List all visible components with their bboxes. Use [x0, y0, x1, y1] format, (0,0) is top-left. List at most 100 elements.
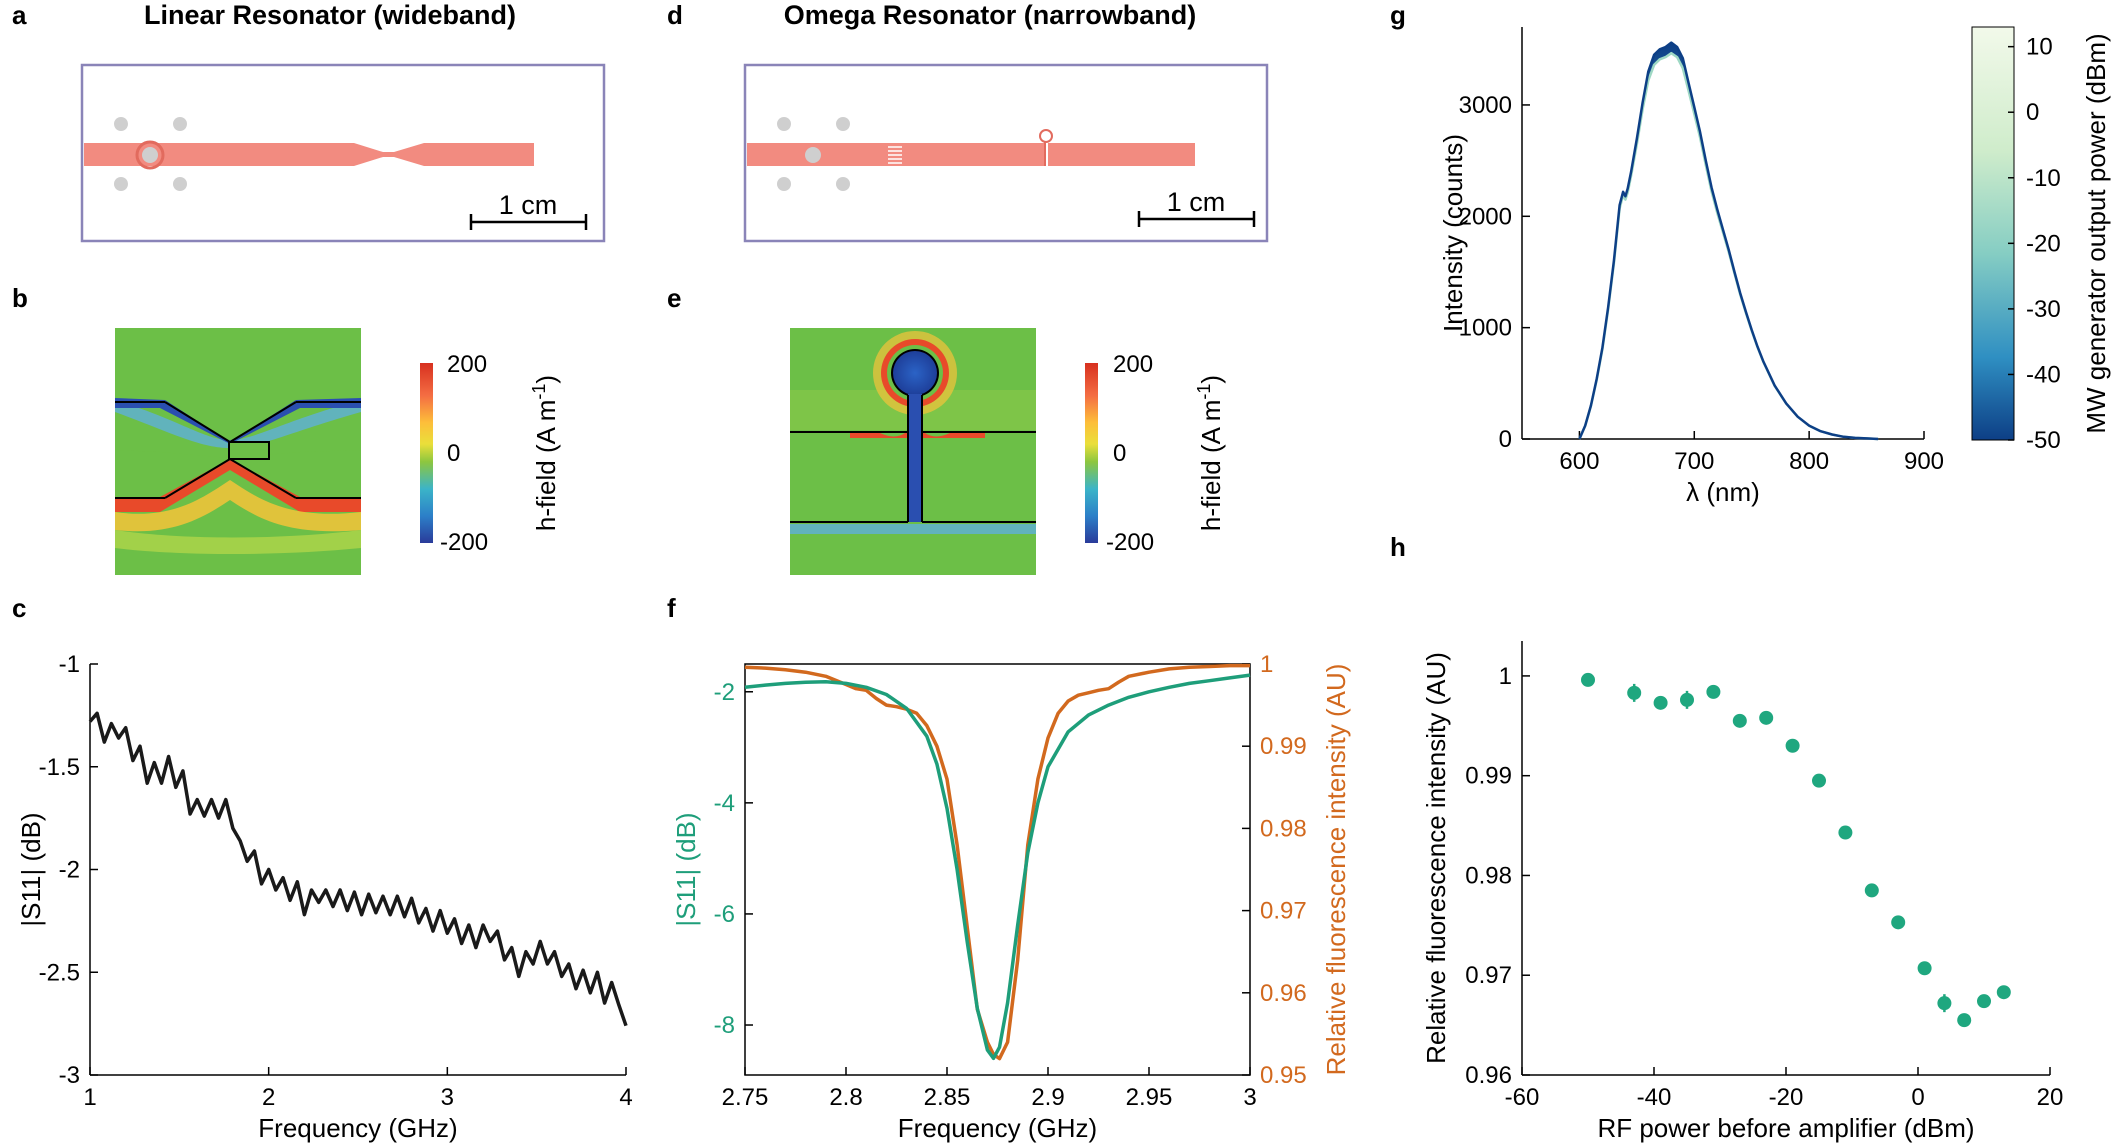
connector-ring	[135, 140, 165, 170]
colorbar-tick-label: 200	[447, 351, 487, 378]
scale-bar-label: 1 cm	[499, 190, 558, 220]
x-axis-label: λ (nm)	[1686, 477, 1760, 507]
colorbar-tick-label: -200	[1106, 529, 1154, 556]
x-tick-label: 1	[83, 1084, 96, 1111]
colorbar-gradient	[1971, 26, 2015, 441]
x-tick-label: -60	[1505, 1084, 1540, 1111]
connector-center	[805, 147, 821, 163]
spectrum-chart: 600 700 800 900 0 1000 2000 3000 λ (nm) Intensity…	[1438, 26, 2111, 507]
omega-resonator-strip	[747, 143, 1195, 166]
x-tick-label: -40	[1637, 1084, 1672, 1111]
y-right-tick-label: 0.98	[1260, 815, 1307, 842]
y-tick-label: 0	[1499, 426, 1512, 453]
colorbar-tick-label: -10	[2026, 165, 2061, 192]
panel-a-title: Linear Resonator (wideband)	[144, 0, 516, 30]
panel-e-label: e	[667, 283, 681, 313]
scale-bar: 1 cm	[469, 190, 588, 230]
panel-b-label: b	[12, 283, 28, 313]
x-tick-label: 20	[2037, 1084, 2064, 1111]
y-tick-label: -6	[714, 901, 735, 928]
data-point	[1891, 915, 1906, 930]
y-right-tick-label: 0.97	[1260, 898, 1307, 925]
right-axis: 0.95 0.96 0.97 0.98 0.99 1 Relative fluorescen…	[1242, 651, 1351, 1089]
panel-h: h -60 -40 -20 0 20 0.96 0.97 0.98 0.99 1 RF power …	[1390, 532, 2063, 1143]
connector-pin	[777, 177, 791, 191]
y-right-tick-label: 0.95	[1260, 1062, 1307, 1089]
panel-a-label: a	[12, 0, 27, 30]
data-point	[1706, 684, 1721, 699]
x-tick-label: 2.9	[1031, 1084, 1064, 1111]
colorbar-label: MW generator output power (dBm)	[2081, 33, 2111, 433]
omega-resonator-loop	[1039, 129, 1053, 166]
mw-power-colorbar: 10 0 -10 -20 -30 -40 -50 MW generator output po…	[1971, 26, 2111, 454]
data-point	[1627, 685, 1642, 700]
connector-pin	[114, 117, 128, 131]
colorbar-tick-label: 0	[2026, 99, 2039, 126]
panel-h-label: h	[1390, 532, 1406, 562]
y-tick-label: -1.5	[39, 754, 80, 781]
data-point	[1996, 985, 2011, 1000]
x-tick-label: 700	[1674, 448, 1714, 475]
x-axis-label: RF power before amplifier (dBm)	[1597, 1113, 1974, 1143]
colorbar-label: h-field (A m-1)	[529, 375, 561, 531]
data-point	[1812, 773, 1826, 788]
fluorescence-vs-power-chart: -60 -40 -20 0 20 0.96 0.97 0.98 0.99 1 RF power be…	[1421, 641, 2063, 1143]
panel-c-label: c	[12, 593, 26, 623]
panel-g-label: g	[1390, 0, 1406, 30]
scale-bar: 1 cm	[1137, 187, 1256, 227]
axes: 1 2 3 4 -3 -2.5 -2 -1.5 -1 Frequency (GHz) |S11| (…	[16, 651, 633, 1143]
connector-center	[142, 147, 158, 163]
fluorescence-series-line	[744, 663, 1250, 1061]
omega-field-map	[790, 328, 1036, 575]
colorbar-tick-label: -200	[440, 529, 488, 556]
x-tick-label: 900	[1904, 448, 1944, 475]
x-tick-label: 4	[619, 1084, 632, 1111]
data-point	[1957, 1013, 1972, 1028]
y-right-axis-label: Relative fluorescence intensity (AU)	[1321, 664, 1351, 1076]
x-tick-label: -20	[1769, 1084, 1804, 1111]
y-tick-label: 1	[1499, 663, 1512, 690]
panel-e: e 200 0 -200 h-field (A m-1)	[667, 283, 1226, 575]
y-right-tick-label: 1	[1260, 651, 1273, 678]
data-point	[1732, 713, 1747, 728]
y-axis-label: |S11| (dB)	[671, 812, 701, 926]
axes: 2.75 2.8 2.85 2.9 2.95 3 -8 -6 -4 -2 Frequency (GH…	[671, 663, 1257, 1143]
data-point	[1785, 738, 1800, 753]
y-tick-label: -2	[59, 857, 80, 884]
x-tick-label: 2.85	[924, 1084, 971, 1111]
colorbar-tick-label: 10	[2026, 34, 2053, 61]
y-tick-label: 0.98	[1465, 862, 1512, 889]
data-point	[1653, 695, 1668, 710]
y-tick-label: -8	[714, 1012, 735, 1039]
colorbar-tick-label: 0	[1113, 440, 1126, 467]
panel-g: g 600 700 800 900 0 1000 2000 3000 λ (nm) Intensi…	[1390, 0, 2111, 507]
linear-field-map	[115, 328, 361, 575]
y-tick-label: 0.99	[1465, 763, 1512, 790]
y-tick-label: -2	[714, 679, 735, 706]
panel-d-title: Omega Resonator (narrowband)	[784, 0, 1197, 30]
connector-pin	[114, 177, 128, 191]
colorbar-tick-label: -40	[2026, 361, 2061, 388]
x-tick-label: 3	[1243, 1084, 1256, 1111]
connector-pin	[836, 117, 850, 131]
y-tick-label: 2000	[1459, 203, 1512, 230]
y-tick-label: 0.97	[1465, 962, 1512, 989]
x-axis-label: Frequency (GHz)	[258, 1113, 457, 1143]
x-axis-label: Frequency (GHz)	[898, 1113, 1097, 1143]
data-point	[1838, 825, 1853, 840]
colorbar-label: h-field (A m-1)	[1194, 375, 1226, 531]
panel-d: d Omega Resonator (narrowband) 1 cm	[667, 0, 1269, 243]
connector-pin	[173, 117, 187, 131]
y-tick-label: -4	[714, 790, 735, 817]
y-right-tick-label: 0.96	[1260, 980, 1307, 1007]
y-tick-label: -2.5	[39, 959, 80, 986]
x-tick-label: 2.95	[1126, 1084, 1173, 1111]
colorbar-tick-label: -20	[2026, 230, 2061, 257]
x-tick-label: 2.8	[829, 1084, 862, 1111]
x-tick-label: 600	[1559, 448, 1599, 475]
connector-pin	[173, 177, 187, 191]
connector-pin	[777, 117, 791, 131]
data-point	[1937, 996, 1952, 1011]
y-tick-label: 1000	[1459, 315, 1512, 342]
omega-resonator-frame	[743, 63, 1269, 243]
